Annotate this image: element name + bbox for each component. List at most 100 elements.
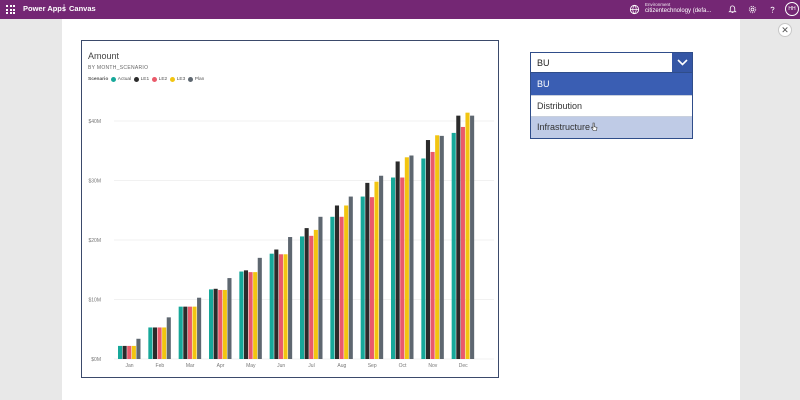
bar-le2-may <box>248 272 253 359</box>
bar-le3-jun <box>283 254 288 359</box>
bar-actual-jun <box>269 253 274 359</box>
bar-actual-oct <box>391 177 396 359</box>
y-tick-label: $30M <box>88 179 101 185</box>
bar-le2-oct <box>400 177 405 359</box>
y-tick-label: $0M <box>91 357 101 363</box>
legend-item-actual[interactable]: Actual <box>111 77 131 82</box>
bu-dropdown[interactable]: BU <box>530 52 693 73</box>
bar-le3-apr <box>222 289 227 359</box>
x-tick-label: Aug <box>337 363 346 369</box>
bar-le3-oct <box>404 157 409 359</box>
bar-actual-apr <box>209 289 214 359</box>
dropdown-option-infrastructure[interactable]: Infrastructure <box>531 116 692 138</box>
x-tick-label: Jun <box>277 363 285 369</box>
bar-plan-jun <box>288 237 293 359</box>
bar-le3-feb <box>162 327 167 359</box>
bar-le2-dec <box>460 126 465 359</box>
x-tick-label: Mar <box>186 363 195 369</box>
bar-plan-oct <box>409 155 414 359</box>
legend-dot <box>170 77 176 82</box>
environment-icon[interactable] <box>629 4 640 15</box>
settings-icon[interactable] <box>746 3 758 15</box>
bar-actual-may <box>239 271 244 359</box>
bar-le3-may <box>253 272 258 359</box>
legend-dot <box>111 77 117 82</box>
legend-item-plan[interactable]: Plan <box>188 77 204 82</box>
x-tick-label: May <box>246 363 256 369</box>
chart-legend: Scenario Actual LE1 LE2 LE3 Plan <box>88 77 207 82</box>
legend-item-le3[interactable]: LE3 <box>170 77 185 82</box>
x-tick-label: Oct <box>399 363 407 369</box>
legend-label: Actual <box>117 77 132 82</box>
legend-dot <box>134 77 140 82</box>
close-icon[interactable]: ✕ <box>778 23 792 37</box>
bar-actual-dec <box>451 132 456 359</box>
bell-icon[interactable] <box>726 3 738 15</box>
legend-item-le1[interactable]: LE1 <box>134 77 149 82</box>
chart-subtitle: BY MONTH_SCENARIO <box>88 65 149 71</box>
chevron-down-icon[interactable] <box>672 53 692 72</box>
bar-plan-may <box>257 257 262 359</box>
environment-value[interactable]: citizentechnology (defa... <box>645 8 712 14</box>
bar-le3-jul <box>313 229 318 359</box>
bar-le1-may <box>243 270 249 359</box>
chart-title: Amount <box>88 51 120 61</box>
legend-title: Scenario <box>88 77 109 82</box>
bar-plan-dec <box>470 115 475 360</box>
dropdown-selected-value: BU <box>537 58 550 68</box>
bar-le1-aug <box>334 205 340 359</box>
title-separator: | <box>63 3 66 12</box>
bar-plan-aug <box>348 196 353 359</box>
bar-le3-sep <box>374 181 379 359</box>
bar-le2-jan <box>127 345 132 359</box>
x-tick-label: Dec <box>459 363 468 369</box>
amount-bar-chart: $0M $10M $20M $30M $40M Jan Feb Mar Apr May Jun Jul… <box>88 112 494 369</box>
bar-le2-aug <box>339 216 344 359</box>
bar-le1-oct <box>395 161 400 359</box>
mouse-cursor-icon <box>591 122 598 131</box>
bar-plan-apr <box>227 278 232 359</box>
bar-le1-feb <box>152 327 158 359</box>
environment-label: Environment <box>645 2 671 7</box>
bar-le3-nov <box>435 135 440 359</box>
bar-le2-apr <box>218 289 223 359</box>
bar-plan-jan <box>136 338 141 359</box>
bar-le2-feb <box>157 327 162 359</box>
dropdown-option-bu[interactable]: BU <box>531 73 692 95</box>
y-tick-label: $20M <box>88 238 101 244</box>
top-bar: Power Apps | Canvas Environment citizent… <box>0 0 800 19</box>
y-tick-label: $10M <box>88 298 101 304</box>
legend-dot <box>188 77 194 82</box>
x-tick-label: Apr <box>217 363 225 369</box>
bar-le1-dec <box>456 115 461 360</box>
legend-label: Plan <box>194 77 205 82</box>
bar-actual-sep <box>360 196 365 359</box>
bar-le1-sep <box>365 182 370 359</box>
help-icon[interactable] <box>766 3 778 15</box>
bar-actual-feb <box>148 327 153 359</box>
bar-le3-dec <box>465 112 470 359</box>
bar-le2-nov <box>430 151 435 359</box>
amount-chart-card[interactable]: $0M $10M $20M $30M $40M Jan Feb Mar Apr May Jun Jul… <box>81 40 499 378</box>
bar-actual-mar <box>178 306 183 359</box>
bar-plan-feb <box>166 317 171 359</box>
waffle-icon[interactable] <box>6 5 15 14</box>
bar-le1-jan <box>122 345 127 359</box>
dropdown-option-distribution[interactable]: Distribution <box>531 94 692 117</box>
legend-dot <box>152 77 158 82</box>
x-tick-label: Jul <box>308 363 314 369</box>
user-avatar[interactable]: HH <box>785 2 799 16</box>
app-name[interactable]: Power Apps <box>23 4 67 13</box>
x-tick-label: Nov <box>428 363 437 369</box>
bar-le1-jul <box>304 228 309 359</box>
bar-plan-jul <box>318 216 323 359</box>
bar-plan-sep <box>379 175 384 359</box>
bar-le3-aug <box>344 205 349 359</box>
bar-actual-jul <box>300 236 305 359</box>
bar-le2-mar <box>187 306 192 359</box>
legend-item-le2[interactable]: LE2 <box>152 77 167 82</box>
app-mode: Canvas <box>69 4 96 13</box>
bar-actual-nov <box>421 158 426 359</box>
bar-actual-aug <box>330 216 335 359</box>
legend-label: LE1 <box>140 77 150 82</box>
